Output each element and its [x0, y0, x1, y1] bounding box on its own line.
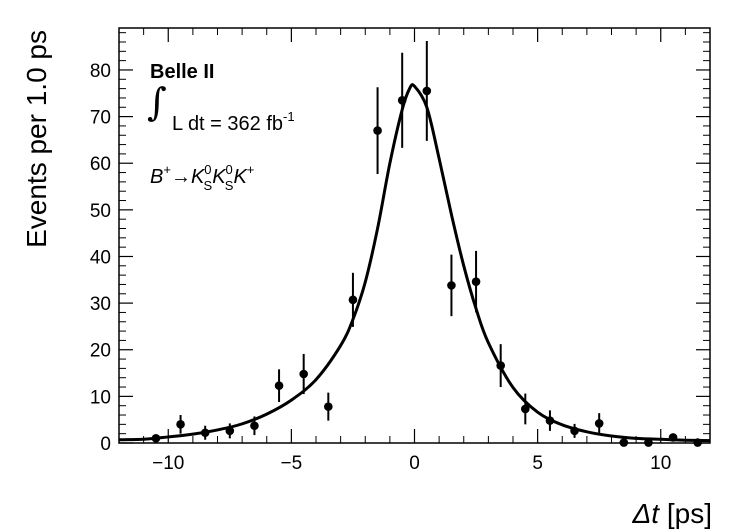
data-point: [200, 425, 210, 440]
data-point: [619, 438, 629, 447]
data-marker: [348, 295, 358, 305]
data-marker: [176, 420, 185, 429]
data-point: [545, 410, 555, 431]
data-marker: [545, 416, 555, 425]
data-marker: [151, 434, 161, 443]
data-point: [644, 438, 653, 447]
data-point: [496, 344, 505, 388]
y-tick-label: 50: [90, 201, 111, 222]
decay-label: B+→K0 SK0 SK+: [150, 162, 254, 193]
data-marker: [447, 281, 456, 290]
x-tick-label: −10: [152, 453, 184, 474]
data-marker: [422, 86, 432, 96]
data-point: [299, 353, 308, 395]
data-marker: [668, 433, 678, 442]
plot-area: [118, 27, 711, 444]
axes-layer: 0 10 20 30 40 50 60 70 80 −10 −5 0 5 10: [90, 28, 711, 474]
data-point: [422, 41, 432, 141]
data-point: [570, 423, 579, 438]
data-marker: [225, 426, 235, 436]
data-marker: [299, 369, 308, 379]
data-marker: [619, 438, 629, 447]
data-point: [274, 369, 284, 402]
data-point: [250, 416, 259, 436]
data-marker: [200, 428, 210, 438]
data-marker: [521, 404, 530, 414]
data-point: [324, 392, 333, 421]
data-marker: [471, 277, 481, 286]
y-axis-label: Events per 1.0 ps: [21, 30, 52, 248]
x-tick-label: 5: [532, 453, 543, 474]
data-point: [594, 413, 604, 434]
data-marker: [324, 402, 333, 411]
y-tick-label: 70: [90, 108, 111, 129]
data-marker: [644, 438, 653, 447]
y-tick-label: 60: [90, 154, 111, 175]
y-tick-label: 40: [90, 247, 111, 268]
experiment-label: Belle II: [150, 61, 214, 83]
x-tick-label: −5: [281, 453, 303, 474]
data-marker: [274, 381, 284, 390]
luminosity-label: L dt = 362 fb-1: [172, 109, 295, 135]
fit-curve: [118, 83, 711, 443]
data-marker: [397, 95, 407, 105]
data-point: [471, 250, 481, 313]
x-tick-label: 0: [409, 453, 420, 474]
data-point: [348, 272, 358, 327]
data-point: [397, 52, 407, 148]
data-point: [447, 254, 456, 317]
y-tick-label: 80: [90, 61, 111, 82]
y-tick-label: 20: [90, 341, 111, 362]
integral-sign: ∫: [147, 80, 167, 124]
data-marker: [570, 426, 579, 436]
plot-frame: [118, 27, 711, 444]
y-tick-label: 0: [100, 434, 111, 455]
points-layer: [151, 41, 702, 447]
data-marker: [594, 419, 604, 428]
x-axis-label: Δt [ps]: [632, 498, 713, 529]
data-marker: [373, 126, 382, 135]
data-point: [668, 433, 678, 442]
data-point: [373, 87, 382, 174]
y-tick-label: 30: [90, 294, 111, 315]
data-point: [151, 434, 161, 443]
x-tick-label: 10: [650, 453, 671, 474]
data-point: [176, 415, 185, 434]
data-marker: [250, 421, 259, 431]
data-marker: [496, 361, 505, 370]
data-point: [225, 423, 235, 439]
fit-layer: [118, 83, 711, 443]
y-tick-label: 10: [90, 387, 111, 408]
data-point: [521, 393, 530, 425]
